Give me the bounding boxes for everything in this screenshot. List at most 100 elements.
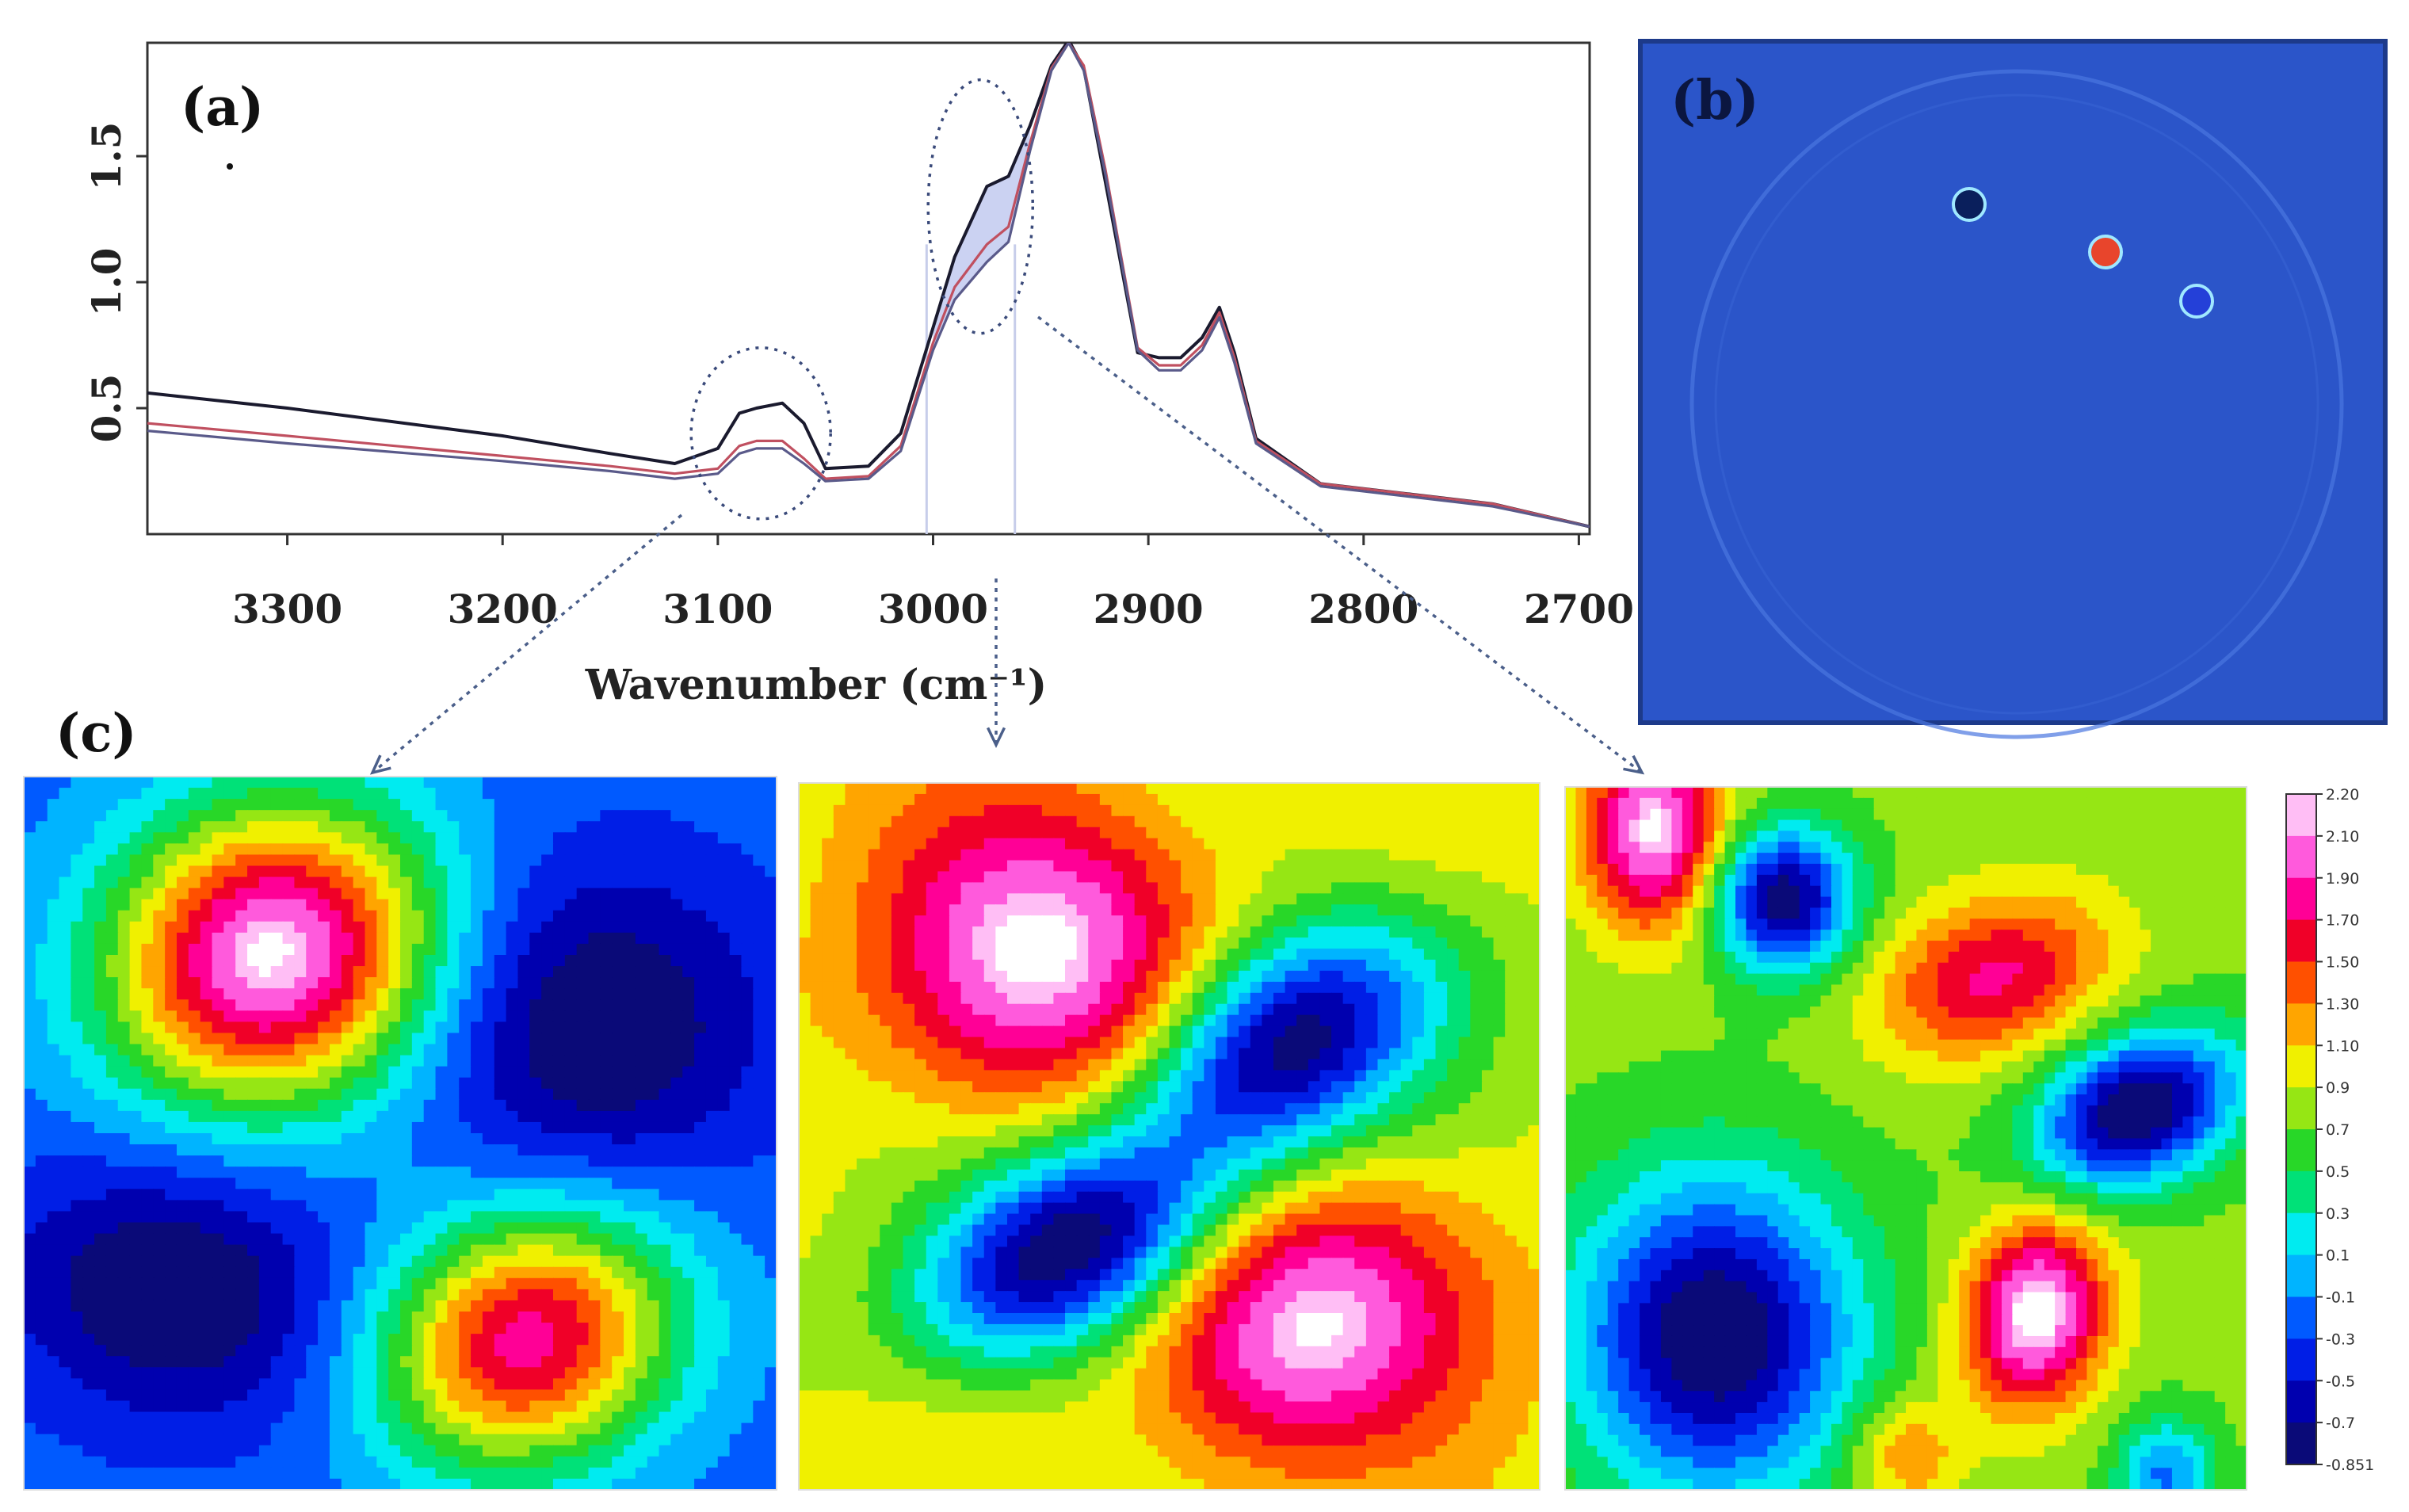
contour-cell [447,1144,460,1156]
contour-cell [717,1222,731,1235]
contour-cell [1030,882,1043,895]
contour-cell [47,1066,60,1079]
contour-cell [270,1289,284,1301]
contour-cell [400,1211,413,1224]
contour-cell [682,777,695,788]
contour-cell [282,1312,296,1323]
contour-cell [914,815,927,828]
contour-cell [153,1178,166,1190]
contour-cell [552,1356,566,1369]
contour-cell [624,1277,636,1290]
contour-cell [447,999,460,1012]
contour-cell [329,1055,342,1067]
contour-cell [659,1144,672,1156]
contour-cell [588,788,601,800]
contour-cell [388,1312,401,1323]
contour-cell [506,865,519,878]
contour-cell [59,799,72,811]
contour-cell [200,1378,213,1391]
contour-cell [1018,804,1031,817]
contour-cell [705,1434,719,1446]
contour-cell [423,843,437,856]
contour-cell [506,799,519,811]
contour-cell [564,899,578,911]
contour-cell [1342,793,1356,806]
contour-cell [1412,893,1425,906]
contour-cell [258,1467,272,1480]
contour-cell [94,1155,107,1167]
contour-cell [799,783,811,795]
contour-cell [564,876,578,889]
contour-cell [423,1110,437,1123]
contour-cell [353,788,366,800]
contour-cell [247,1478,260,1490]
contour-cell [24,810,36,823]
contour-cell [306,1456,319,1468]
contour-cell [235,1266,248,1279]
contour-cell [82,865,95,878]
contour-cell [765,1121,777,1134]
contour-cell [624,777,636,788]
contour-cell [624,876,636,889]
contour-cell [223,988,236,1001]
contour-cell [94,1356,107,1369]
contour-cell [482,843,495,856]
contour-cell [1076,882,1090,895]
contour-cell [447,1434,460,1446]
contour-cell [705,1422,719,1435]
contour-cell [258,876,272,889]
contour-cell [59,988,72,1001]
contour-cell [694,1356,707,1369]
contour-cell [318,799,330,811]
contour-cell [682,821,695,834]
contour-cell [24,1166,36,1179]
contour-cell [1470,815,1483,828]
contour-cell [447,1121,460,1134]
contour-cell [365,1055,378,1067]
contour-cell [682,1378,695,1391]
contour-cell [647,1077,660,1090]
contour-cell [635,876,648,889]
contour-cell [576,1044,590,1056]
contour-cell [105,1334,119,1346]
contour-cell [1181,849,1193,861]
contour-cell [71,1033,84,1045]
contour-cell [318,888,330,900]
contour-cell [1169,915,1182,927]
contour-cell [1354,871,1367,884]
contour-cell [435,1010,449,1023]
contour-cell [517,1411,531,1424]
contour-cell [1447,871,1460,884]
contour-cell [388,910,401,922]
contour-cell [1470,893,1483,906]
contour-cell [799,860,811,872]
contour-cell [694,899,707,911]
contour-cell [471,843,483,856]
contour-cell [459,832,471,845]
contour-cell [105,1266,119,1279]
contour-cell [903,838,915,850]
contour-cell [1053,793,1066,806]
contour-cell [717,777,731,788]
contour-cell [564,1121,578,1134]
contour-cell [329,876,342,889]
contour-cell [105,1400,119,1413]
contour-cell [494,1289,507,1301]
contour-cell [423,1378,437,1391]
contour-cell [729,1367,743,1380]
contour-cell [223,1110,236,1123]
contour-cell [1169,804,1182,817]
contour-cell [294,1411,307,1424]
contour-cell [435,1099,449,1112]
contour-cell [24,1467,36,1480]
contour-cell [972,915,985,927]
contour-cell [729,854,743,867]
x-tick-label: 3100 [662,586,773,632]
contour-cell [926,838,939,850]
contour-cell [329,1033,342,1045]
contour-cell [329,1077,342,1090]
contour-cell [670,966,684,978]
contour-cell [47,1144,60,1156]
contour-cell [212,1200,225,1212]
contour-cell [400,899,413,911]
